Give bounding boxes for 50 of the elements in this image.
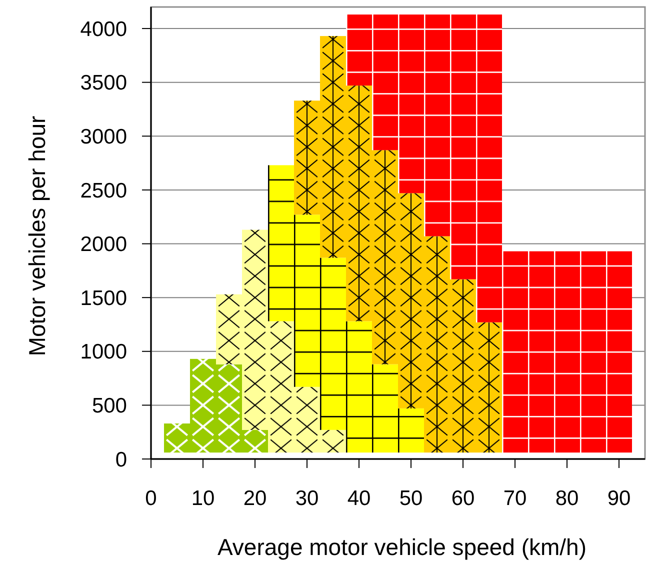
bar (242, 430, 268, 453)
bar (398, 408, 424, 453)
x-tick-label: 80 (555, 487, 579, 510)
y-tick-label: 3000 (80, 125, 127, 148)
bar (450, 14, 476, 280)
x-tick-label: 90 (607, 487, 631, 510)
bar (476, 322, 502, 453)
bar (190, 358, 216, 453)
bar (294, 386, 320, 453)
bar (320, 36, 346, 258)
y-axis-title: Motor vehicles per hour (24, 116, 50, 356)
x-tick-label: 40 (347, 487, 371, 510)
bar (580, 251, 606, 453)
bar (320, 430, 346, 453)
x-tick-label: 50 (399, 487, 423, 510)
y-tick-label: 0 (115, 448, 127, 472)
bar (502, 251, 528, 453)
bar (294, 100, 320, 215)
bar (398, 14, 424, 194)
bar (554, 251, 580, 453)
x-tick-label: 10 (191, 487, 215, 510)
bar (424, 14, 450, 236)
y-tick-label: 2500 (80, 179, 127, 202)
bar (164, 423, 190, 453)
x-tick-label: 70 (503, 487, 527, 510)
x-tick-label: 30 (295, 487, 319, 510)
y-tick-label: 1500 (80, 286, 127, 310)
bar (606, 251, 632, 453)
y-tick-label: 3500 (80, 72, 127, 95)
bar (268, 321, 294, 453)
bar (268, 165, 294, 322)
bar (346, 14, 372, 86)
bar (528, 251, 554, 453)
bar (476, 14, 502, 322)
x-tick-label: 0 (145, 487, 157, 510)
y-tick-label: 500 (92, 394, 127, 418)
x-tick-label: 20 (243, 487, 267, 510)
bar (294, 214, 320, 387)
x-axis-title: Average motor vehicle speed (km/h) (217, 534, 587, 560)
y-tick-label: 2000 (80, 233, 127, 256)
bar (242, 230, 268, 430)
y-tick-label: 4000 (80, 18, 127, 41)
bar (320, 258, 346, 430)
y-tick-label: 1000 (80, 340, 127, 364)
x-tick-label: 60 (451, 487, 475, 510)
bar (372, 14, 398, 150)
bar (216, 294, 242, 364)
bar (346, 321, 372, 453)
bar (216, 364, 242, 453)
bar (372, 364, 398, 453)
